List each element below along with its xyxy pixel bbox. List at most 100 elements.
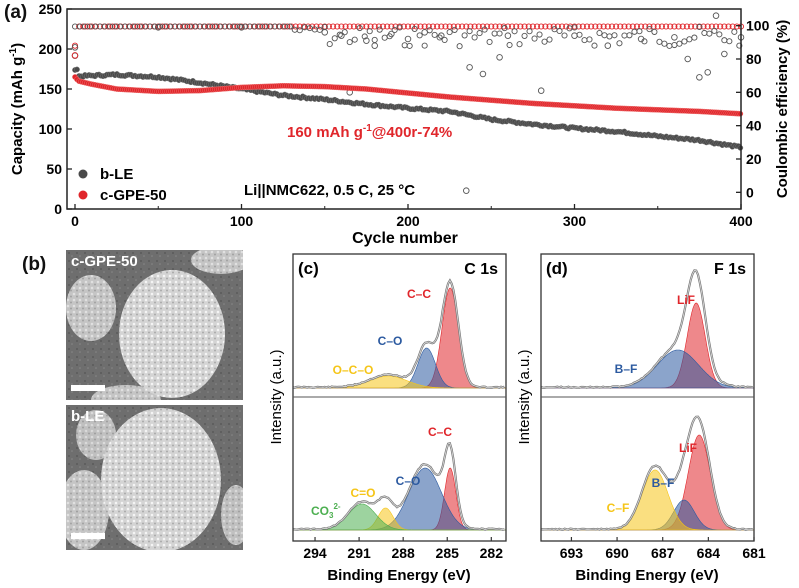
ce-point-c-gpe-50 <box>471 23 478 30</box>
ce-point-c-gpe-50 <box>538 23 545 30</box>
ce-point-c-gpe-50 <box>159 23 166 30</box>
ce-point-b-le <box>316 26 323 33</box>
ce-point-b-le <box>431 31 438 38</box>
ce-point-c-gpe-50 <box>492 23 499 30</box>
spectrum-data-top <box>540 269 753 389</box>
ce-point-c-gpe-50 <box>504 23 511 30</box>
ce-point-b-le <box>621 32 628 39</box>
y-right-tick-label-a: 60 <box>746 84 762 100</box>
ce-point-c-gpe-50 <box>725 23 732 30</box>
ce-point-b-le <box>711 27 718 34</box>
ce-point-b-le <box>511 28 518 35</box>
ce-point-b-le <box>696 23 703 31</box>
ce-point-c-gpe-50 <box>529 23 536 30</box>
ce-point-c-gpe-50 <box>188 23 195 30</box>
ce-point-c-gpe-50 <box>425 23 432 30</box>
x-tick-label-a: 300 <box>563 213 587 229</box>
x-axis-label-c: Binding Energy (eV) <box>327 567 470 584</box>
x-tick-label: 690 <box>605 545 629 561</box>
ce-point-c-gpe-50 <box>550 23 557 30</box>
ce-point-b-le <box>479 70 487 78</box>
plot-frame-a <box>66 8 742 210</box>
ce-point-b-le <box>596 29 603 37</box>
ce-point-c-gpe-50 <box>113 23 120 30</box>
ce-point-c-gpe-50 <box>342 23 349 30</box>
y-right-tick-label-a: 100 <box>746 18 770 34</box>
ce-point-b-le <box>238 24 245 31</box>
ce-point-b-le <box>396 24 403 31</box>
ce-point-b-le <box>537 87 545 94</box>
ce-point-c-gpe-50 <box>546 23 553 30</box>
ce-point-b-le <box>516 41 523 48</box>
y-tick-label-a: 150 <box>39 81 63 97</box>
ce-point-b-le <box>416 32 423 39</box>
ce-point-b-le <box>684 55 691 63</box>
ce-point-b-le <box>286 23 293 30</box>
ce-point-c-gpe-50 <box>84 23 91 30</box>
peak-label-c-top-oco: O–C–O <box>333 363 374 377</box>
ce-point-b-le <box>363 37 370 44</box>
sem-image-b-le: b-LE <box>66 405 243 550</box>
ce-point-b-le <box>496 54 503 61</box>
y-right-tick-label-a: 40 <box>746 118 762 134</box>
peak-label-c-bottom-co3: CO32- <box>311 502 341 520</box>
ce-point-b-le <box>471 34 478 41</box>
ce-point-c-gpe-50 <box>213 23 220 30</box>
x-tick-label: 684 <box>697 545 721 561</box>
ce-point-b-le <box>576 31 583 38</box>
ce-point-b-le <box>506 41 513 49</box>
ce-point-c-gpe-50 <box>579 23 586 30</box>
ce-point-b-le <box>463 187 470 194</box>
ce-point-b-le <box>466 64 473 71</box>
ce-point-c-gpe-50 <box>392 23 399 30</box>
ce-point-c-gpe-50 <box>646 23 653 30</box>
ce-point-c-gpe-50 <box>163 23 170 30</box>
peak-label-c-bottom-cc: C–C <box>428 425 452 439</box>
ce-point-c-gpe-50 <box>384 23 391 30</box>
ce-point-b-le <box>461 32 468 39</box>
ce-point-b-le <box>712 12 720 19</box>
ce-point-b-le <box>446 29 453 36</box>
x-tick-label: 294 <box>303 545 327 561</box>
x-tick-label: 291 <box>347 545 371 561</box>
ce-point-c-gpe-50 <box>563 23 570 30</box>
sem-label-b-le: b-LE <box>71 408 105 425</box>
ce-point-c-gpe-50 <box>688 23 695 30</box>
ce-point-c-gpe-50 <box>363 23 370 30</box>
ce-point-b-le <box>326 41 333 48</box>
ce-point-c-gpe-50 <box>205 23 212 30</box>
y-axis-label-c: Intensity (a.u.) <box>268 349 285 444</box>
ce-point-c-gpe-50 <box>454 23 462 30</box>
ce-point-b-le <box>651 28 658 35</box>
ce-point-c-gpe-50 <box>583 23 591 30</box>
ce-point-c-gpe-50 <box>475 23 482 30</box>
peak-label-d-top-lif: LiF <box>677 293 695 307</box>
ce-point-c-gpe-50 <box>608 23 616 30</box>
spectrum-data-inner-top <box>540 269 753 389</box>
ce-point-b-le <box>631 28 638 35</box>
ce-point-b-le <box>656 38 663 45</box>
ce-point-b-le <box>466 28 473 35</box>
ce-point-b-le <box>611 32 618 39</box>
ce-point-b-le <box>291 26 298 33</box>
ce-point-b-le <box>686 36 693 43</box>
x-tick-label-a: 0 <box>71 213 79 229</box>
ce-point-c-gpe-50 <box>388 23 395 30</box>
ce-point-c-gpe-50 <box>330 23 337 30</box>
ce-point-b-le <box>376 26 383 33</box>
ce-point-b-le <box>504 32 512 39</box>
sem-image-c-gpe-50: c-GPE-50 <box>66 250 243 400</box>
ce-point-c-gpe-50 <box>517 23 524 30</box>
ce-point-c-gpe-50 <box>255 23 262 30</box>
ce-point-c-gpe-50 <box>463 23 470 30</box>
peak-label-d-bottom-cf: C–F <box>607 501 630 515</box>
ce-point-b-le <box>406 42 413 49</box>
peak-label-c-top-co: C–O <box>378 334 403 348</box>
y-axis-right-label-a: Coulombic efficiency (%) <box>774 20 791 198</box>
ce-point-c-gpe-50 <box>592 23 599 30</box>
test-condition-label: Li||NMC622, 0.5 C, 25 °C <box>244 182 415 199</box>
x-tick-label: 282 <box>480 545 504 561</box>
ce-point-c-gpe-50 <box>417 23 424 30</box>
ce-point-c-gpe-50 <box>371 23 378 30</box>
ce-point-b-le <box>154 24 162 31</box>
